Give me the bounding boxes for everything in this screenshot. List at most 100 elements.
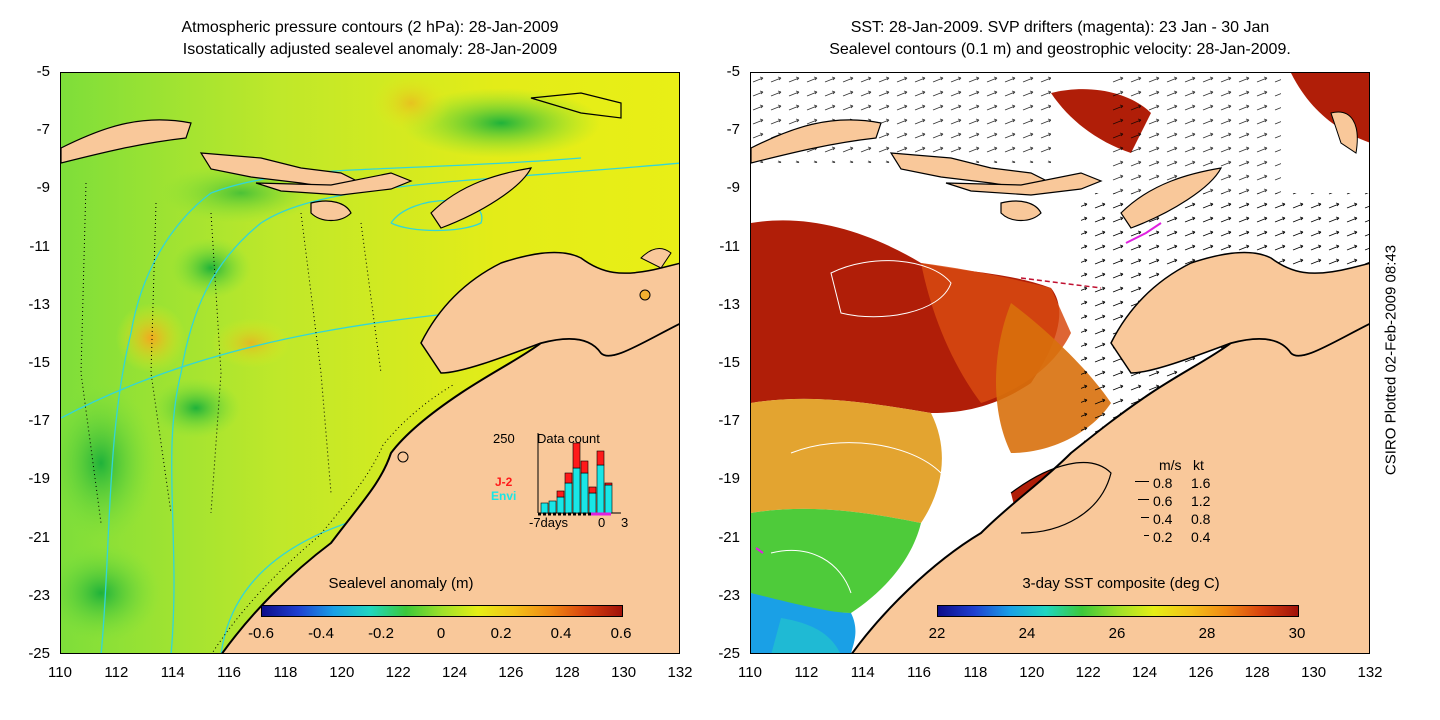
right-x-tick-label: 110 <box>738 664 762 681</box>
histogram-j2-bar <box>572 442 581 469</box>
sealevel-colorbar-tick: 0.4 <box>550 625 572 642</box>
left-title-line1: Atmospheric pressure contours (2 hPa): 2… <box>181 19 559 36</box>
histogram-envi-bar <box>556 496 565 514</box>
data-count-histogram <box>537 433 621 516</box>
right-title-line1: SST: 28-Jan-2009. SVP drifters (magenta)… <box>850 19 1270 36</box>
credit-text: CSIRO Plotted 02-Feb-2009 08:43 <box>1382 244 1400 476</box>
histogram-envi-bar <box>572 467 581 514</box>
histogram-j2-bar <box>588 486 597 494</box>
histogram-j2-bar <box>580 460 589 474</box>
velocity-kt-value: 1.2 <box>1191 493 1211 509</box>
right-x-axis: 110 112 114 116 118 120 122 124 126 128 130 132 <box>738 664 1382 688</box>
velocity-arrow-icon <box>1144 535 1149 536</box>
velocity-ms-value: 0.8 <box>1153 475 1173 491</box>
sst-map: m/s kt 0.8 1.6 0.6 1.2 0.4 0.8 0.2 0.4 3-day SS… <box>750 72 1370 654</box>
right-x-tick-label: 132 <box>1357 664 1383 681</box>
data-count-inset: 250 Data count J-2 Envi -7days 0 3 <box>481 423 641 533</box>
data-count-max-label: 250 <box>493 431 515 446</box>
histogram-envi-bar <box>580 472 589 514</box>
inset-x-mid-label: 0 <box>598 515 606 530</box>
right-y-tick-label: -23 <box>718 586 740 604</box>
sealevel-colorbar-tick: 0.6 <box>610 625 632 642</box>
right-x-tick-label: 130 <box>1301 664 1327 681</box>
velocity-kt-value: 0.4 <box>1191 529 1211 545</box>
left-y-tick-label: -23 <box>28 586 50 604</box>
right-title-line2: Sealevel contours (0.1 m) and geostrophi… <box>829 41 1291 58</box>
velocity-kt-value: 1.6 <box>1191 475 1211 491</box>
left-x-tick-label: 124 <box>442 664 468 681</box>
left-y-tick-label: -9 <box>36 179 50 197</box>
velocity-legend: m/s kt 0.8 1.6 0.6 1.2 0.4 0.8 0.2 0.4 <box>1131 457 1241 547</box>
sealevel-colorbar-tick: 0 <box>436 625 446 642</box>
left-title-line2: Isostatically adjusted sealevel anomaly:… <box>182 41 558 58</box>
sst-colorbar-tick: 30 <box>1288 625 1306 642</box>
right-x-tick-label: 128 <box>1244 664 1270 681</box>
right-y-tick-label: -19 <box>718 470 740 488</box>
sst-colorbar-tick: 22 <box>928 625 946 642</box>
left-x-tick-label: 116 <box>217 664 242 681</box>
sealevel-colorbar-title: Sealevel anomaly (m) <box>328 575 474 592</box>
sst-map-canvas <box>751 73 1369 653</box>
sealevel-anomaly-map: 250 Data count J-2 Envi -7days 0 3 Seale… <box>60 72 680 654</box>
velocity-arrow-icon <box>1135 481 1149 482</box>
left-x-tick-label: 110 <box>48 664 72 681</box>
left-y-tick-label: -25 <box>28 645 50 662</box>
right-y-tick-label: -21 <box>718 528 740 546</box>
left-y-tick-label: -13 <box>28 295 50 313</box>
right-x-tick-label: 124 <box>1132 664 1158 681</box>
sst-colorbar-ticks: 22 24 26 28 30 <box>929 625 1306 645</box>
sst-colorbar <box>937 605 1299 617</box>
left-y-tick-label: -5 <box>36 63 50 80</box>
left-x-tick-label: 114 <box>160 664 185 681</box>
sealevel-colorbar-tick: 0.2 <box>490 625 512 642</box>
j2-legend-label: J-2 <box>495 475 513 489</box>
velocity-arrow-icon <box>1141 517 1149 518</box>
right-x-tick-label: 126 <box>1188 664 1214 681</box>
left-x-tick-label: 130 <box>611 664 637 681</box>
right-x-tick-label: 122 <box>1075 664 1101 681</box>
left-y-axis: -5 -7 -9 -11 -13 -15 -17 -19 -21 -23 -25 <box>0 64 56 662</box>
left-y-tick-label: -7 <box>36 121 50 139</box>
right-x-tick-label: 118 <box>963 664 988 681</box>
right-y-tick-label: -13 <box>718 295 740 313</box>
left-x-tick-label: 120 <box>329 664 355 681</box>
right-x-tick-label: 116 <box>907 664 932 681</box>
sealevel-colorbar-ticks: -0.6 -0.4 -0.2 0 0.2 0.4 0.6 <box>248 625 631 645</box>
histogram-envi-bar <box>564 482 573 514</box>
velocity-arrow-icon <box>1138 499 1149 500</box>
sst-colorbar-tick: 26 <box>1108 625 1126 642</box>
velocity-legend-header-kt: kt <box>1193 457 1204 473</box>
right-y-tick-label: -5 <box>726 63 740 80</box>
right-y-axis: -5 -7 -9 -11 -13 -15 -17 -19 -21 -23 -25 <box>690 64 746 662</box>
histogram-envi-bar <box>548 500 557 514</box>
velocity-kt-value: 0.8 <box>1191 511 1211 527</box>
sealevel-colorbar-tick: -0.2 <box>368 625 394 642</box>
right-x-tick-label: 114 <box>850 664 875 681</box>
left-x-tick-label: 128 <box>554 664 580 681</box>
left-x-axis: 110 112 114 116 118 120 122 124 126 128 130 132 <box>48 664 692 688</box>
left-y-tick-label: -15 <box>28 354 50 371</box>
left-y-tick-label: -21 <box>28 528 50 546</box>
sealevel-colorbar-tick: -0.4 <box>308 625 334 642</box>
right-y-tick-label: -25 <box>718 645 740 662</box>
inset-x-left-label: -7days <box>529 515 569 530</box>
histogram-envi-bar <box>596 464 605 514</box>
sealevel-map-canvas <box>61 73 679 653</box>
velocity-ms-value: 0.6 <box>1153 493 1173 509</box>
left-x-tick-label: 122 <box>385 664 411 681</box>
histogram-j2-bar <box>604 482 613 486</box>
credit-label: CSIRO Plotted 02-Feb-2009 08:43 <box>1380 0 1402 720</box>
right-y-tick-label: -11 <box>719 237 740 255</box>
envi-legend-label: Envi <box>491 489 517 503</box>
left-x-tick-label: 132 <box>667 664 693 681</box>
sst-colorbar-title: 3-day SST composite (deg C) <box>1022 575 1220 592</box>
histogram-j2-bar <box>556 490 565 498</box>
histogram-j2-bar <box>564 472 573 484</box>
right-x-tick-label: 120 <box>1019 664 1045 681</box>
left-x-tick-label: 112 <box>104 664 129 681</box>
velocity-ms-value: 0.4 <box>1153 511 1173 527</box>
sealevel-colorbar <box>261 605 623 617</box>
right-x-tick-label: 112 <box>794 664 819 681</box>
left-x-tick-label: 126 <box>498 664 524 681</box>
left-y-tick-label: -19 <box>28 470 50 488</box>
